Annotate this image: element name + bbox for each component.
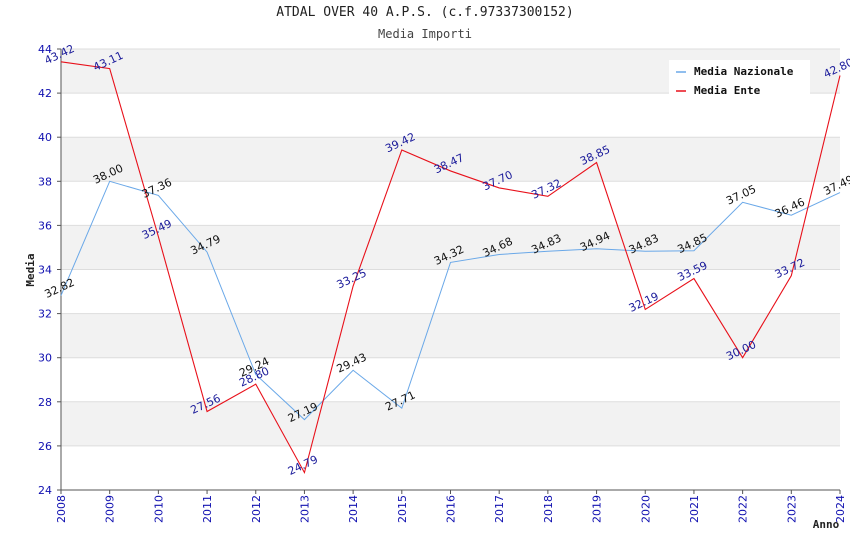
- x-tick-label: 2016: [445, 495, 458, 523]
- y-tick-label: 26: [38, 440, 52, 453]
- x-axis-title: Anno: [813, 518, 840, 531]
- y-tick-label: 44: [38, 43, 52, 56]
- grid-band: [61, 181, 840, 226]
- y-tick-label: 40: [38, 131, 52, 144]
- x-tick-label: 2010: [152, 495, 165, 523]
- x-tick-label: 2019: [591, 495, 604, 523]
- legend-label-ente: Media Ente: [694, 84, 761, 97]
- x-tick-label: 2011: [201, 495, 214, 523]
- y-tick-label: 32: [38, 308, 52, 321]
- series-line-nazionale: [60, 180, 841, 421]
- y-axis-title: Media: [24, 253, 37, 286]
- grid-band: [61, 137, 840, 182]
- x-tick-label: 2008: [55, 495, 68, 523]
- axes: [57, 48, 841, 494]
- y-tick-label: 36: [38, 219, 52, 232]
- y-tick-label: 30: [38, 352, 52, 365]
- x-tick-label: 2017: [493, 495, 506, 523]
- x-tick-labels: 2008 2009 2010 2011 2012 2013 2014 2015 2016 2017…: [55, 495, 847, 523]
- chart-subtitle: Media Importi: [378, 27, 472, 41]
- x-tick-label: 2014: [347, 495, 360, 523]
- x-tick-label: 2021: [688, 495, 701, 523]
- grid-band: [61, 357, 840, 402]
- legend-label-nazionale: Media Nazionale: [694, 65, 794, 78]
- y-tick-labels: 24 26 28 30 32 34 36 38 40 42 44: [38, 43, 52, 497]
- y-tick-label: 28: [38, 396, 52, 409]
- x-tick-label: 2024: [834, 495, 847, 523]
- x-tick-label: 2023: [785, 495, 798, 523]
- x-tick-label: 2018: [542, 495, 555, 523]
- series-line-ente: [60, 61, 841, 475]
- legend-box: [669, 60, 810, 96]
- x-tick-label: 2012: [250, 495, 263, 523]
- x-tick-label: 2020: [639, 495, 652, 523]
- series-lines: [60, 61, 841, 475]
- x-tick-label: 2013: [298, 495, 311, 523]
- grid-band: [61, 313, 840, 358]
- x-tick-label: 2015: [396, 495, 409, 523]
- grid-band: [61, 445, 840, 490]
- legend: Media Nazionale Media Ente: [669, 60, 810, 97]
- grid-band: [61, 269, 840, 314]
- grid-band: [61, 401, 840, 446]
- y-tick-label: 24: [38, 484, 52, 497]
- x-tick-label: 2009: [104, 495, 117, 523]
- y-tick-label: 38: [38, 175, 52, 188]
- chart-title: ATDAL OVER 40 A.P.S. (c.f.97337300152): [276, 5, 574, 20]
- y-tick-label: 34: [38, 264, 52, 277]
- grid-band: [61, 93, 840, 138]
- grid-bands: [61, 49, 840, 490]
- x-tick-label: 2022: [737, 495, 750, 523]
- y-tick-label: 42: [38, 87, 52, 100]
